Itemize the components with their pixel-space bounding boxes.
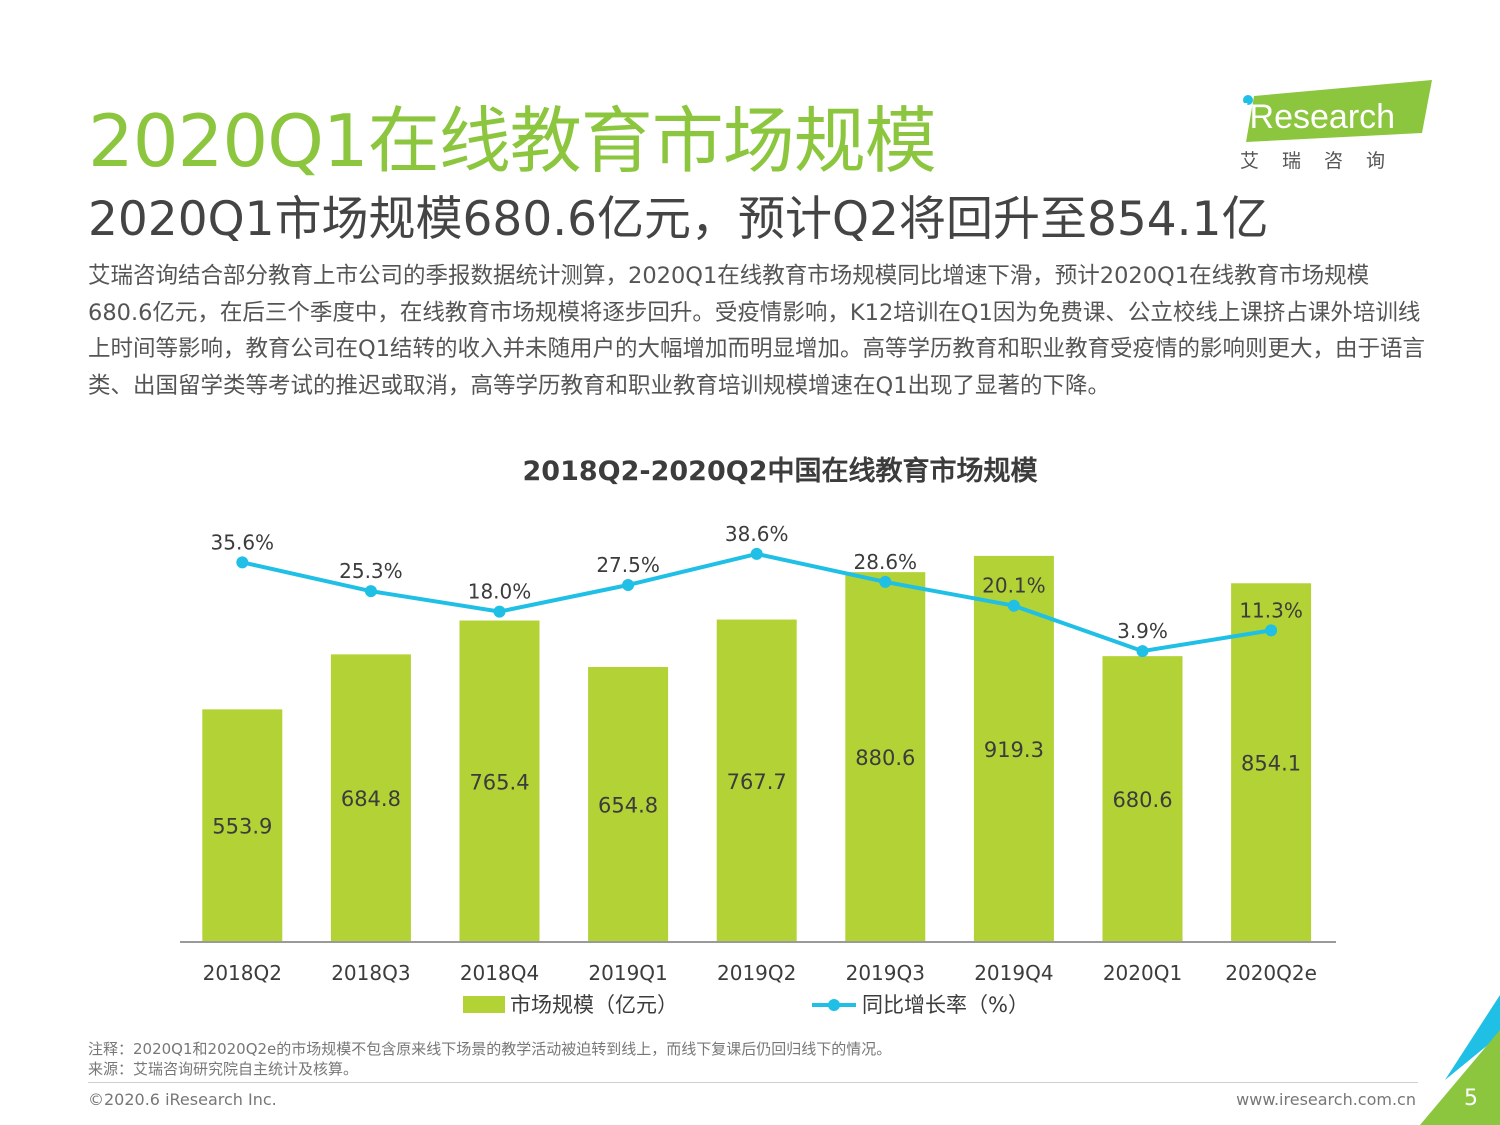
legend-bar-label: 市场规模（亿元） <box>510 993 678 1017</box>
chart-legend: 市场规模（亿元） 同比增长率（%） <box>463 993 1029 1017</box>
growth-rate-point <box>879 575 892 588</box>
bar <box>973 555 1054 942</box>
iresearch-logo: iResearch <box>1242 80 1432 142</box>
bar-value-label: 684.8 <box>341 787 401 811</box>
growth-rate-label: 28.6% <box>854 550 918 574</box>
x-tick-label: 2018Q2 <box>203 961 282 985</box>
chart-note: 注释：2020Q1和2020Q2e的市场规模不包含原来线下场景的教学活动被迫转到… <box>88 1040 892 1058</box>
bar <box>330 654 411 942</box>
bar-value-label: 880.6 <box>855 746 915 770</box>
logo-cn-name: 艾瑞咨询 <box>1240 150 1409 172</box>
growth-rate-label: 18.0% <box>468 580 532 604</box>
bar <box>845 572 926 942</box>
x-tick-label: 2019Q4 <box>974 961 1053 985</box>
bar-value-label: 765.4 <box>469 770 529 794</box>
bar-value-label: 919.3 <box>984 738 1044 762</box>
bar-value-label: 553.9 <box>212 815 272 839</box>
growth-rate-point <box>236 556 249 569</box>
bar-value-label: 854.1 <box>1241 752 1301 776</box>
bar-value-label: 767.7 <box>727 770 787 794</box>
footer-divider <box>88 1082 1418 1083</box>
corner-decoration <box>1420 995 1500 1125</box>
x-tick-labels: 2018Q2 2018Q3 2018Q4 2019Q1 2019Q2 2019Q3 2019… <box>203 961 1317 985</box>
growth-rate-label: 38.6% <box>725 522 789 546</box>
x-tick-label: 2020Q1 <box>1103 961 1182 985</box>
chart-source: 来源：艾瑞咨询研究院自主统计及核算。 <box>88 1060 359 1078</box>
bar <box>1102 656 1183 942</box>
x-tick-label: 2020Q2e <box>1225 961 1317 985</box>
growth-rate-point <box>750 547 763 560</box>
growth-rate-point <box>1265 624 1278 637</box>
footer-copyright: ©2020.6 iResearch Inc. <box>88 1090 277 1109</box>
bar <box>202 709 283 942</box>
chart-title: 2018Q2-2020Q2中国在线教育市场规模 <box>523 455 1038 487</box>
growth-rate-point <box>1007 599 1020 612</box>
page-subtitle: 2020Q1市场规模680.6亿元，预计Q2将回升至854.1亿 <box>88 192 1269 247</box>
bar <box>459 620 540 942</box>
page-number: 5 <box>1464 1086 1478 1111</box>
growth-rate-label: 27.5% <box>596 553 660 577</box>
market-size-chart: 2018Q2-2020Q2中国在线教育市场规模 553.9 684.8 765.4 6… <box>180 455 1336 1017</box>
growth-rate-label: 3.9% <box>1117 619 1168 643</box>
bar-value-label: 680.6 <box>1112 788 1172 812</box>
footer-website[interactable]: www.iresearch.com.cn <box>1236 1090 1416 1109</box>
growth-rate-label: 35.6% <box>211 530 275 554</box>
growth-rate-point <box>493 605 506 618</box>
x-tick-label: 2018Q4 <box>460 961 539 985</box>
summary-paragraph: 艾瑞咨询结合部分教育上市公司的季报数据统计测算，2020Q1在线教育市场规模同比… <box>88 263 1426 399</box>
bar-value-label: 654.8 <box>598 793 658 817</box>
legend-line-label: 同比增长率（%） <box>862 993 1029 1017</box>
growth-rate-label: 25.3% <box>339 559 403 583</box>
bar <box>1231 583 1312 942</box>
growth-line-layer: 35.6% 25.3% 18.0% 27.5% 38.6% 28.6% 20.1% 3.9% 1… <box>211 522 1303 658</box>
growth-rate-label: 11.3% <box>1239 598 1303 622</box>
growth-rate-point <box>364 585 377 598</box>
bar <box>716 619 797 942</box>
legend-bar-swatch <box>463 996 505 1013</box>
x-tick-label: 2019Q1 <box>588 961 667 985</box>
growth-rate-label: 20.1% <box>982 574 1046 598</box>
x-tick-label: 2018Q3 <box>331 961 410 985</box>
x-tick-label: 2019Q2 <box>717 961 796 985</box>
growth-rate-point <box>1136 645 1149 658</box>
logo-brand-text: iResearch <box>1242 98 1395 136</box>
growth-rate-point <box>622 579 635 591</box>
bars-layer: 553.9 684.8 765.4 654.8 767.7 880.6 919.3 680.6… <box>202 555 1312 942</box>
legend-line-marker <box>828 999 840 1011</box>
page-title: 2020Q1在线教育市场规模 <box>88 99 937 183</box>
x-tick-label: 2019Q3 <box>846 961 925 985</box>
bar <box>588 666 669 942</box>
